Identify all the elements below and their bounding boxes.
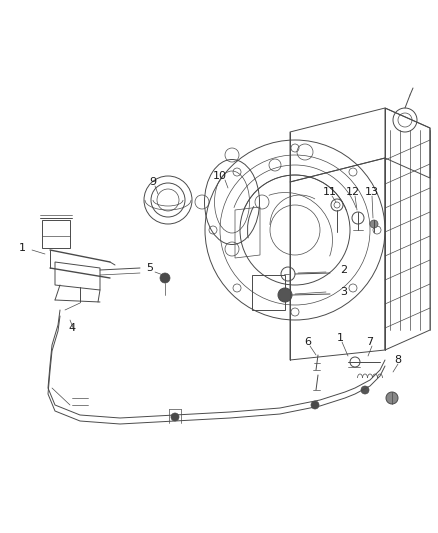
Text: 2: 2 bbox=[340, 265, 348, 275]
Text: 7: 7 bbox=[367, 337, 374, 347]
Text: 12: 12 bbox=[346, 187, 360, 197]
Text: 5: 5 bbox=[146, 263, 153, 273]
Text: 1: 1 bbox=[18, 243, 25, 253]
Text: 10: 10 bbox=[213, 171, 227, 181]
Text: 4: 4 bbox=[68, 323, 76, 333]
Text: 9: 9 bbox=[149, 177, 156, 187]
Circle shape bbox=[386, 392, 398, 404]
Text: 13: 13 bbox=[365, 187, 379, 197]
Circle shape bbox=[171, 413, 179, 421]
Text: 6: 6 bbox=[304, 337, 311, 347]
Text: 3: 3 bbox=[340, 287, 347, 297]
Circle shape bbox=[278, 288, 292, 302]
Text: 1: 1 bbox=[336, 333, 343, 343]
Text: 11: 11 bbox=[323, 187, 337, 197]
Circle shape bbox=[311, 401, 319, 409]
Circle shape bbox=[370, 220, 378, 228]
Circle shape bbox=[160, 273, 170, 283]
Circle shape bbox=[361, 386, 369, 394]
Text: 8: 8 bbox=[395, 355, 402, 365]
